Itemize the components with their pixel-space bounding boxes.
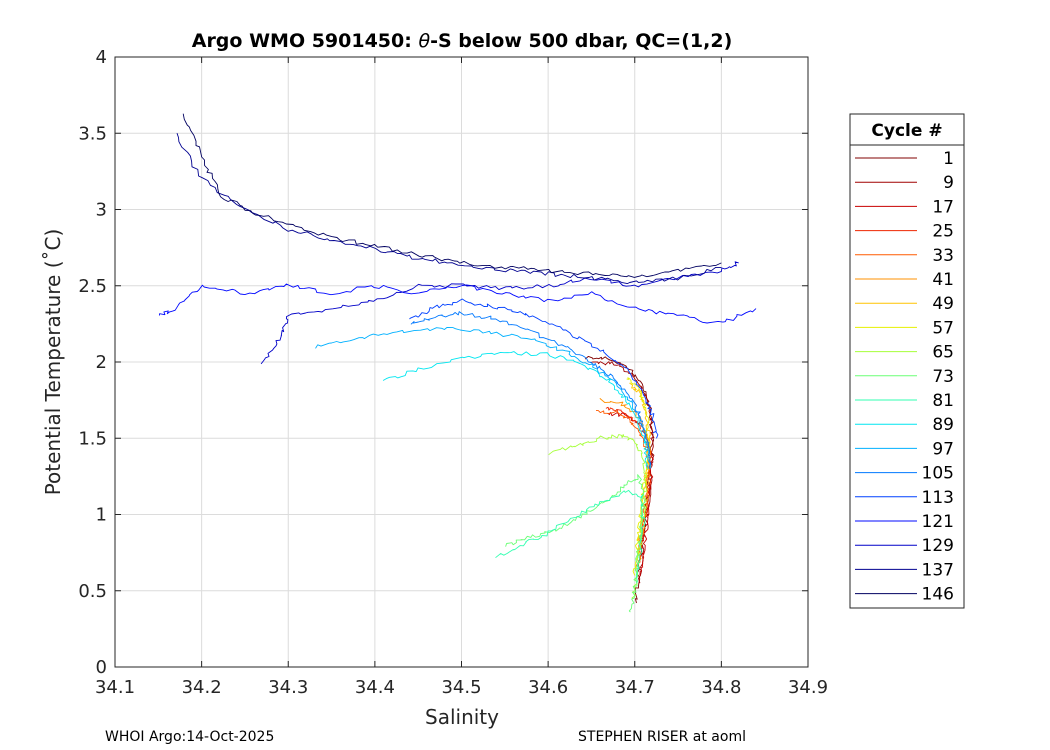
series-lines xyxy=(158,113,757,613)
x-ticks: 34.1 34.2 34.3 34.4 34.5 34.6 34.7 34.8 34.9 xyxy=(95,57,828,698)
legend-label-89: 89 xyxy=(932,415,954,435)
footer-left: WHOI Argo:14-Oct-2025 xyxy=(105,729,274,745)
series-line-cycle-137 xyxy=(176,133,722,285)
y-tick-label: 0 xyxy=(96,657,107,678)
legend-label-57: 57 xyxy=(932,318,954,338)
legend-label-1: 1 xyxy=(943,149,954,169)
series-line-cycle-33 xyxy=(595,409,650,573)
legend-label-33: 33 xyxy=(932,246,954,266)
y-tick-label: 3.5 xyxy=(78,123,107,144)
x-tick-label: 34.4 xyxy=(355,677,395,698)
y-tick-label: 4 xyxy=(96,47,107,68)
y-tick-label: 1 xyxy=(96,505,107,526)
series-line-cycle-41 xyxy=(599,398,652,568)
grid-lines xyxy=(115,57,808,667)
legend-label-146: 146 xyxy=(922,585,954,605)
legend-label-49: 49 xyxy=(932,294,954,314)
legend-label-17: 17 xyxy=(932,197,954,217)
x-tick-label: 34.7 xyxy=(615,677,655,698)
y-tick-label: 2.5 xyxy=(78,276,107,297)
footer-right: STEPHEN RISER at aoml xyxy=(578,729,746,745)
x-tick-label: 34.1 xyxy=(95,677,135,698)
y-tick-label: 2 xyxy=(96,352,107,373)
x-tick-label: 34.2 xyxy=(182,677,222,698)
series-line-cycle-9 xyxy=(590,361,655,584)
legend-label-65: 65 xyxy=(932,343,954,363)
chart-title: Argo WMO 5901450: θ-S below 500 dbar, QC… xyxy=(192,30,733,52)
legend-label-81: 81 xyxy=(932,391,954,411)
legend-label-41: 41 xyxy=(932,270,954,290)
legend-label-113: 113 xyxy=(922,488,954,508)
legend-label-105: 105 xyxy=(922,464,954,484)
legend-label-73: 73 xyxy=(932,367,954,387)
x-tick-label: 34.8 xyxy=(701,677,741,698)
y-ticks: 0 0.5 1 1.5 2 2.5 3 3.5 4 xyxy=(78,47,808,678)
y-tick-label: 0.5 xyxy=(78,581,107,602)
legend-label-25: 25 xyxy=(932,222,954,242)
legend-title: Cycle # xyxy=(871,121,942,141)
x-tick-label: 34.9 xyxy=(788,677,828,698)
legend-box xyxy=(849,113,965,609)
legend-label-9: 9 xyxy=(943,173,954,193)
series-line-cycle-89 xyxy=(382,351,649,469)
y-axis-label: Potential Temperature (˚C) xyxy=(41,229,65,496)
x-tick-label: 34.5 xyxy=(441,677,481,698)
series-line-cycle-17 xyxy=(607,411,654,576)
legend-label-121: 121 xyxy=(922,512,954,532)
x-axis-label: Salinity xyxy=(425,705,499,729)
legend-label-137: 137 xyxy=(922,560,954,580)
series-line-cycle-105 xyxy=(410,311,652,470)
legend-entries: 1 9 17 25 33 41 49 57 65 73 81 89 97 105 113 121 129 137 1… xyxy=(855,149,954,605)
legend-label-129: 129 xyxy=(922,536,954,556)
x-tick-label: 34.3 xyxy=(268,677,308,698)
series-line-cycle-113 xyxy=(409,298,659,439)
x-tick-label: 34.6 xyxy=(528,677,568,698)
series-line-cycle-81 xyxy=(495,489,646,584)
legend-label-97: 97 xyxy=(932,439,954,459)
series-line-cycle-97 xyxy=(315,326,652,470)
legend: Cycle # 1 9 17 25 33 41 49 57 65 73 81 89 97 105 113 12… xyxy=(849,113,965,609)
series-line-cycle-121 xyxy=(158,283,757,324)
y-tick-label: 1.5 xyxy=(78,428,107,449)
series-line-cycle-146 xyxy=(182,113,722,278)
y-tick-label: 3 xyxy=(96,200,107,221)
